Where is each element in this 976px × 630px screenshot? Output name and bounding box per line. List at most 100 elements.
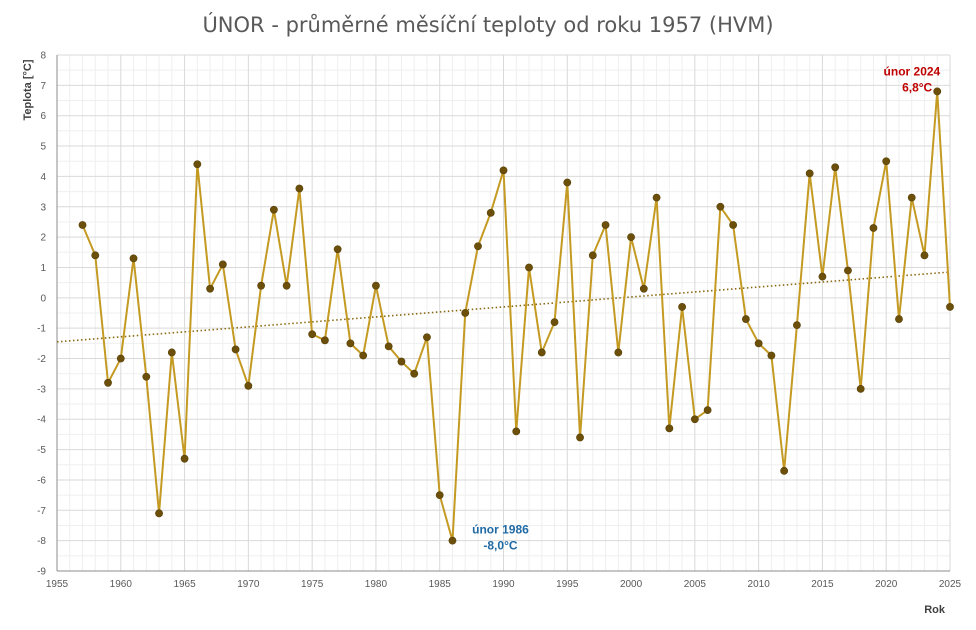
data-point	[244, 381, 253, 390]
data-point	[193, 160, 202, 169]
x-tick-label: 2025	[939, 579, 962, 590]
y-tick-label: -2	[37, 354, 46, 365]
data-point	[920, 251, 929, 260]
x-tick-label: 1955	[46, 579, 69, 590]
y-tick-label: -7	[37, 506, 46, 517]
x-tick-label: 1965	[173, 579, 196, 590]
x-tick-label: 2000	[620, 579, 643, 590]
y-tick-label: -6	[37, 475, 46, 486]
data-point	[397, 357, 406, 366]
data-point	[754, 339, 763, 348]
x-tick-label: 2010	[748, 579, 771, 590]
data-point	[512, 427, 521, 436]
data-point	[218, 260, 227, 269]
data-point	[627, 233, 635, 242]
y-tick-label: 3	[40, 202, 46, 213]
data-point	[129, 254, 138, 263]
data-point	[257, 281, 266, 290]
data-point	[116, 354, 125, 363]
data-point	[690, 415, 699, 424]
data-point	[537, 348, 546, 357]
data-point	[461, 309, 470, 317]
data-point	[563, 178, 572, 187]
data-point	[780, 466, 789, 475]
y-tick-label: 6	[40, 111, 46, 122]
y-axis-title: Teplota [°C]	[22, 59, 34, 120]
data-point	[308, 330, 317, 339]
data-points	[78, 87, 954, 545]
annotation-label: únor 1986	[472, 523, 529, 537]
x-tick-label: 2020	[875, 579, 898, 590]
data-point	[282, 281, 291, 290]
data-point	[499, 166, 508, 175]
data-point	[907, 193, 916, 202]
data-point	[652, 193, 661, 202]
y-tick-label: -5	[37, 445, 46, 456]
y-tick-label: 2	[40, 233, 46, 244]
data-point	[359, 351, 368, 360]
data-point	[741, 315, 750, 323]
data-point	[333, 245, 342, 254]
data-point	[767, 351, 776, 360]
x-tick-label: 1990	[492, 579, 515, 590]
data-point	[805, 169, 814, 178]
data-point	[639, 284, 648, 293]
data-point	[869, 224, 878, 232]
data-point	[155, 509, 163, 518]
y-tick-label: 0	[40, 293, 46, 304]
data-point	[614, 348, 623, 357]
data-point	[78, 221, 87, 229]
data-point	[856, 384, 865, 393]
x-tick-label: 1985	[429, 579, 452, 590]
tick-labels: 1955 1960 1965 1970 1975 1980 1985 1990 1995 2000…	[37, 51, 961, 591]
annotation-label: únor 2024	[884, 64, 941, 78]
data-point	[231, 345, 240, 354]
data-point	[588, 251, 597, 260]
data-point	[474, 242, 482, 251]
data-point	[882, 157, 891, 166]
data-point	[703, 406, 712, 415]
data-point	[295, 184, 304, 193]
data-point	[104, 378, 112, 387]
x-tick-label: 1960	[110, 579, 133, 590]
data-point	[180, 454, 189, 463]
data-point	[576, 433, 584, 442]
data-point	[91, 251, 100, 260]
data-point	[320, 336, 329, 345]
data-point	[665, 424, 674, 433]
data-point	[346, 339, 355, 348]
axes	[56, 55, 950, 572]
data-point	[793, 321, 801, 330]
x-tick-label: 2015	[811, 579, 834, 590]
data-point	[933, 87, 942, 96]
annotation-value: -8,0°C	[483, 539, 517, 553]
data-point	[486, 208, 495, 217]
data-point	[448, 536, 457, 545]
x-tick-label: 1975	[301, 579, 324, 590]
data-point	[372, 281, 380, 290]
y-tick-label: -1	[37, 324, 46, 335]
chart-title: ÚNOR - průměrné měsíční teploty od roku …	[202, 13, 774, 37]
data-point	[716, 202, 725, 211]
data-point	[525, 263, 533, 272]
data-point	[946, 303, 954, 311]
data-point	[423, 333, 431, 342]
data-point	[167, 348, 176, 357]
annotation-value: 6,8°C	[902, 80, 932, 94]
data-point	[550, 318, 559, 327]
data-point	[678, 303, 686, 311]
data-point	[831, 163, 840, 172]
data-point	[435, 491, 444, 500]
data-point	[729, 221, 738, 229]
x-tick-label: 1995	[556, 579, 579, 590]
y-tick-label: -8	[37, 536, 46, 547]
y-tick-label: 5	[40, 142, 46, 153]
data-point	[410, 369, 419, 378]
data-point	[142, 372, 151, 381]
x-tick-label: 1970	[237, 579, 260, 590]
y-tick-label: -4	[37, 415, 46, 426]
y-tick-label: -9	[37, 567, 46, 578]
y-tick-label: -3	[37, 384, 46, 395]
y-tick-label: 7	[40, 81, 46, 92]
